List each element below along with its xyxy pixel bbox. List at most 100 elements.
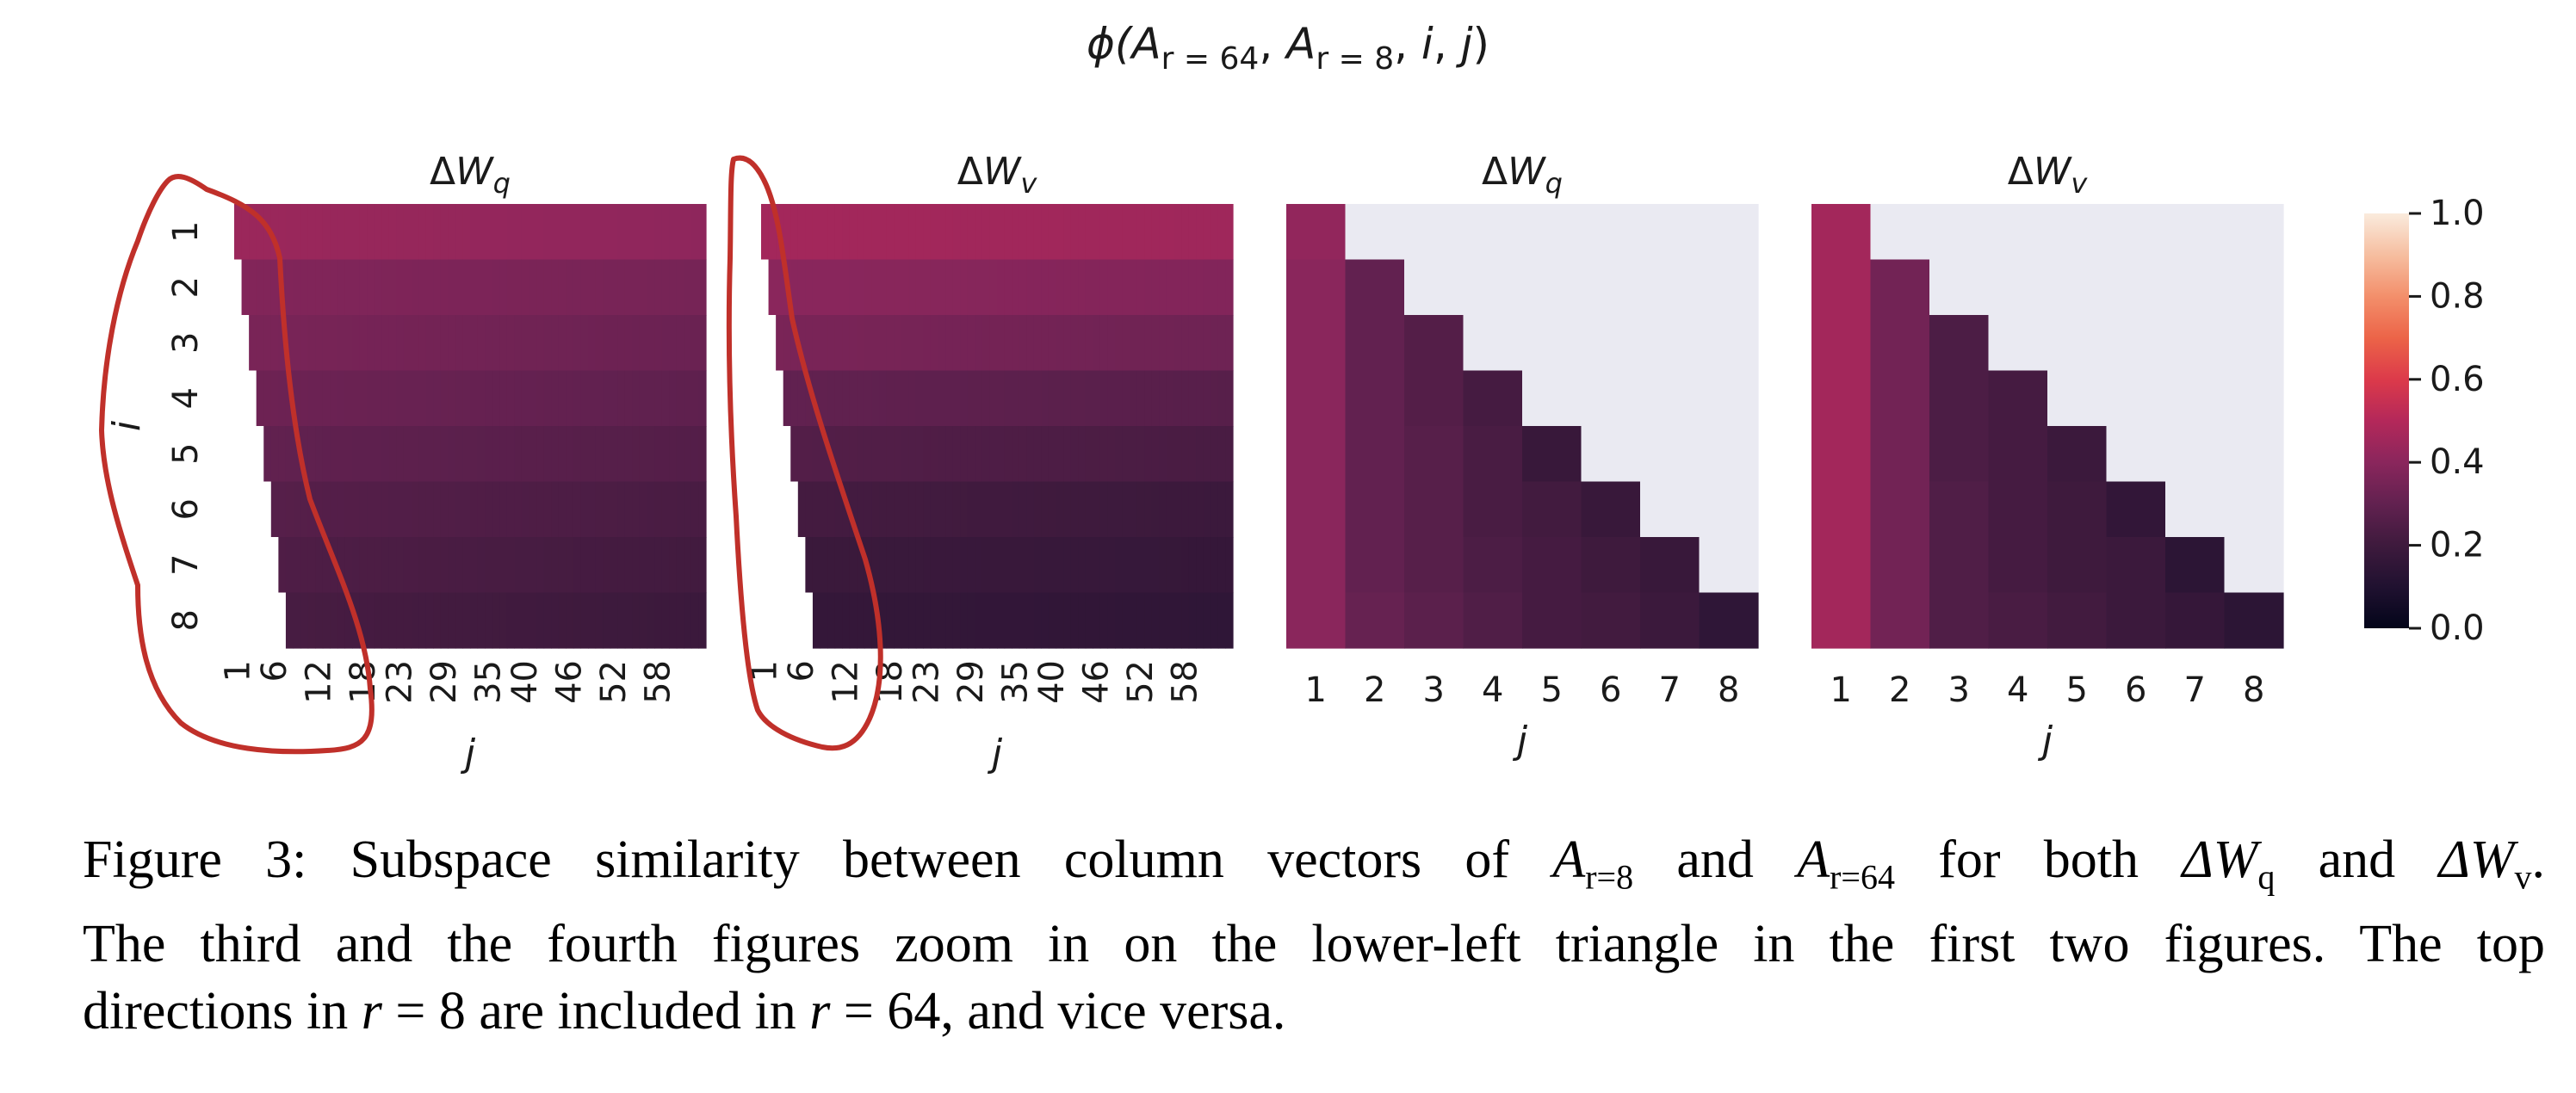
- heatmap-cell: [1286, 481, 1347, 538]
- heatmap-cell: [1181, 370, 1190, 427]
- masked-cell: [1699, 259, 1759, 316]
- heatmap-cell: [812, 592, 821, 649]
- heatmap-cell: [433, 259, 442, 316]
- heatmap-cell: [849, 204, 858, 261]
- heatmap-cell: [381, 315, 390, 372]
- annotation-loop-1: [98, 174, 375, 755]
- heatmap-cell: [270, 481, 279, 538]
- heatmap-cell: [617, 481, 626, 538]
- masked-cell: [768, 481, 777, 538]
- caption-line: directions in r = 8 are included in r = …: [83, 982, 1286, 1041]
- heatmap-cell: [632, 426, 641, 483]
- heatmap-cell: [1012, 370, 1020, 427]
- heatmap-cell: [1811, 315, 1872, 372]
- heatmap-cell: [820, 204, 828, 261]
- heatmap-cell: [256, 259, 264, 316]
- heatmap-cell: [690, 315, 700, 372]
- heatmap-cell: [930, 259, 939, 316]
- heatmap-cell: [981, 315, 991, 372]
- heatmap-cell: [470, 481, 479, 538]
- masked-cell: [1699, 315, 1759, 372]
- heatmap-cell: [1988, 370, 2048, 427]
- heatmap-cell: [624, 259, 633, 316]
- heatmap-cell: [1211, 481, 1219, 538]
- heatmap-cell: [1188, 481, 1197, 538]
- heatmap-cell: [1522, 426, 1582, 483]
- masked-cell: [241, 370, 250, 427]
- masked-cell: [783, 481, 791, 538]
- x-tick-label: 52: [1121, 660, 1161, 704]
- masked-cell: [1581, 204, 1641, 261]
- heatmap-cell: [967, 481, 975, 538]
- heatmap-cell: [864, 370, 873, 427]
- heatmap-cell: [864, 259, 873, 316]
- heatmap-cell: [506, 259, 515, 316]
- masked-cell: [761, 315, 770, 372]
- heatmap-cell: [388, 481, 397, 538]
- heatmap-cell: [352, 370, 361, 427]
- heatmap-cell: [1041, 537, 1050, 594]
- heatmap-cell: [536, 259, 545, 316]
- heatmap-cell: [1166, 370, 1175, 427]
- colorbar-tick-label: 0.8: [2430, 276, 2485, 316]
- heatmap-cell: [293, 204, 301, 261]
- heatmap-cell: [1151, 204, 1160, 261]
- heatmap-cell: [879, 537, 888, 594]
- x-tick-label: 29: [951, 660, 991, 704]
- heatmap-cell: [278, 315, 287, 372]
- heatmap-cell: [543, 370, 552, 427]
- heatmap-cell: [595, 204, 604, 261]
- heatmap-cell: [536, 204, 545, 261]
- heatmap-cell: [1203, 537, 1211, 594]
- heatmap-cell: [1159, 315, 1167, 372]
- heatmap-cell: [820, 426, 828, 483]
- heatmap-cell: [805, 426, 814, 483]
- heatmap-cell: [1085, 592, 1093, 649]
- heatmap-cell: [1345, 426, 1405, 483]
- heatmap-cell: [588, 592, 597, 649]
- heatmap-cell: [1404, 481, 1464, 538]
- heatmap-cell: [1056, 204, 1064, 261]
- x-tick-label: 1: [1830, 670, 1852, 710]
- heatmap-cell: [669, 426, 678, 483]
- heatmap-cell: [894, 426, 902, 483]
- x-axis-label: j: [2038, 719, 2053, 763]
- heatmap-cell: [529, 259, 537, 316]
- heatmap-cell: [411, 592, 419, 649]
- heatmap-cell: [647, 537, 655, 594]
- masked-cell: [1640, 426, 1700, 483]
- heatmap-cell: [930, 592, 939, 649]
- heatmap-cell: [1929, 481, 1990, 538]
- heatmap-cell: [1012, 481, 1020, 538]
- heatmap-cell: [1019, 259, 1027, 316]
- masked-cell: [761, 481, 770, 538]
- heatmap-cell: [440, 592, 449, 649]
- heatmap-cell: [477, 592, 486, 649]
- heatmap-cell: [278, 537, 287, 594]
- heatmap-cell: [1048, 315, 1057, 372]
- heatmap-cell: [603, 204, 611, 261]
- heatmap-cell: [915, 426, 924, 483]
- heatmap-cell: [1225, 481, 1234, 538]
- heatmap-cell: [315, 259, 324, 316]
- heatmap-cell: [797, 259, 806, 316]
- heatmap-cell: [1136, 481, 1145, 538]
- heatmap-cell: [871, 259, 880, 316]
- heatmap-cell: [938, 259, 946, 316]
- heatmap-cell: [989, 370, 998, 427]
- heatmap-cell: [1929, 315, 1990, 372]
- heatmap-cell: [315, 426, 324, 483]
- heatmap-cell: [812, 481, 821, 538]
- heatmap-cell: [1122, 315, 1130, 372]
- heatmap-cell: [690, 426, 700, 483]
- masked-cell: [776, 426, 784, 483]
- heatmap-cell: [871, 481, 880, 538]
- heatmap-cell: [1181, 426, 1190, 483]
- heatmap-cell: [603, 592, 611, 649]
- heatmap-cell: [1159, 259, 1167, 316]
- masked-cell: [797, 537, 806, 594]
- heatmap-cell: [610, 204, 618, 261]
- heatmap-cell: [1870, 370, 1930, 427]
- heatmap-cell: [1122, 537, 1130, 594]
- heatmap-cell: [915, 315, 924, 372]
